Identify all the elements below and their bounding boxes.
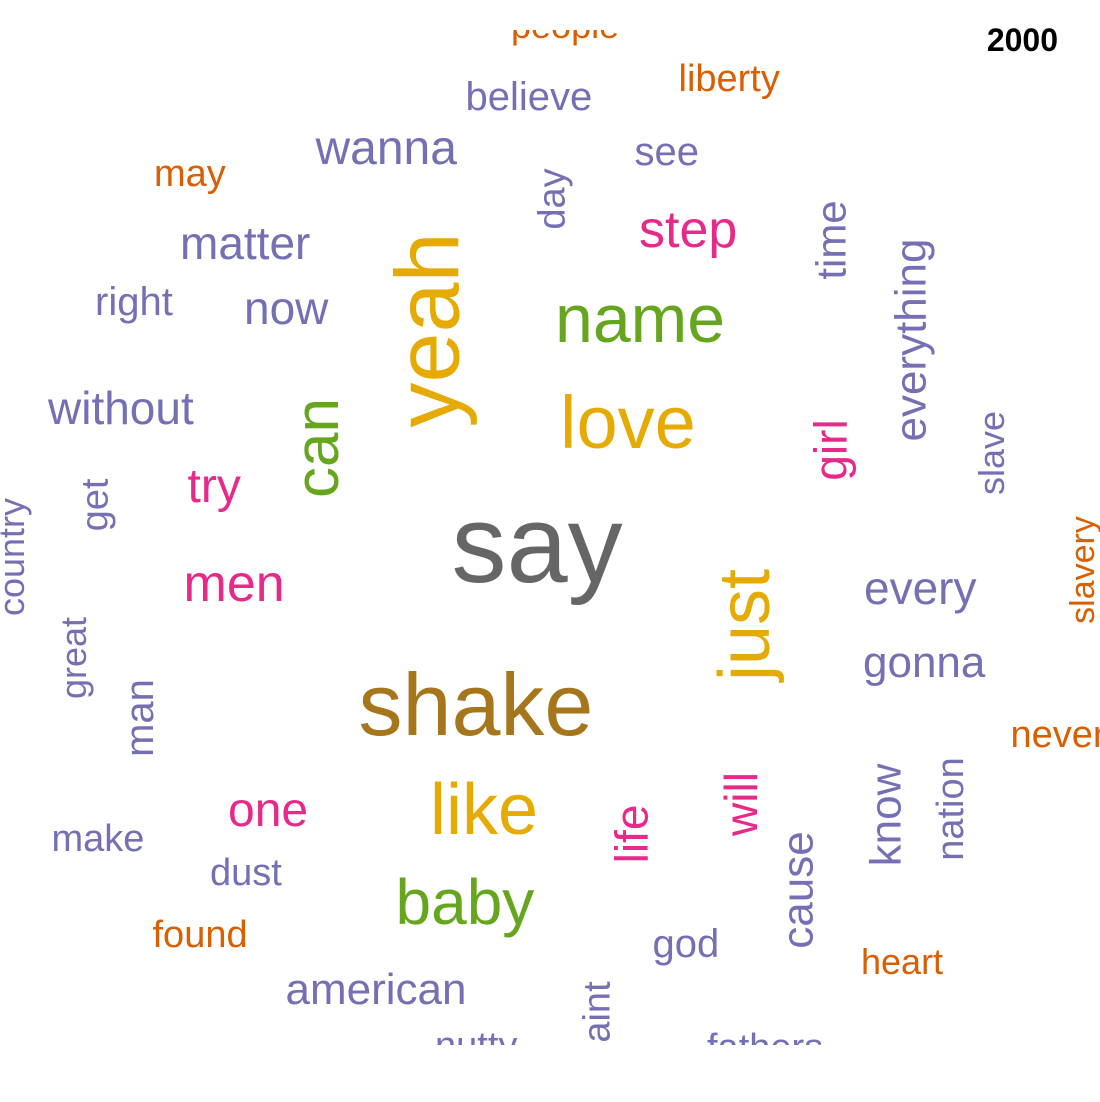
word-liberty: liberty	[678, 58, 780, 100]
word-nutty: nutty	[435, 1027, 517, 1045]
word-make: make	[51, 818, 145, 860]
word-men: men	[183, 555, 285, 613]
word-slave: slave	[971, 410, 1013, 496]
word-just: just	[705, 568, 786, 682]
word-every: every	[864, 562, 977, 614]
word-love: love	[560, 381, 696, 464]
word-can: can	[282, 398, 352, 498]
word-heart: heart	[861, 941, 944, 982]
word-man: man	[117, 679, 162, 757]
word-without: without	[48, 382, 194, 434]
word-american: american	[285, 965, 467, 1014]
word-girl: girl	[804, 419, 857, 481]
word-country: country	[0, 497, 33, 617]
year-label: 2000	[986, 22, 1058, 58]
word-try: try	[187, 460, 241, 513]
word-get: get	[73, 478, 116, 532]
word-will: will	[714, 772, 767, 836]
word-cloud: say shake love name yeah just like baby can men st…	[0, 30, 1100, 1045]
word-one: one	[228, 784, 309, 837]
word-life: life	[604, 804, 657, 864]
word-shake: shake	[358, 655, 594, 754]
word-believe: believe	[465, 75, 593, 119]
word-yeah: yeah	[378, 232, 479, 428]
word-baby: baby	[395, 866, 535, 938]
word-nation: nation	[929, 757, 972, 861]
word-great: great	[53, 616, 95, 700]
word-gonna: gonna	[863, 638, 986, 687]
word-aint: aint	[576, 981, 619, 1043]
word-people: people	[511, 30, 619, 44]
word-step: step	[639, 201, 738, 259]
word-day: day	[531, 168, 574, 230]
word-found: found	[152, 914, 248, 956]
word-now: now	[244, 282, 329, 334]
word-see: see	[634, 130, 700, 174]
word-slavery: slavery	[1063, 516, 1100, 624]
word-everything: everything	[886, 238, 936, 442]
word-right: right	[95, 280, 173, 324]
word-know: know	[860, 763, 910, 867]
word-fathers: fathers	[707, 1029, 823, 1045]
word-say: say	[451, 483, 623, 606]
word-matter: matter	[180, 217, 311, 269]
word-time: time	[807, 200, 855, 280]
word-cause: cause	[773, 831, 823, 949]
word-like: like	[430, 770, 539, 850]
word-wanna: wanna	[315, 122, 457, 175]
word-never: never	[1010, 714, 1100, 756]
word-may: may	[154, 153, 226, 195]
word-dust: dust	[210, 852, 282, 894]
word-god: god	[652, 922, 720, 966]
word-name: name	[555, 281, 726, 357]
